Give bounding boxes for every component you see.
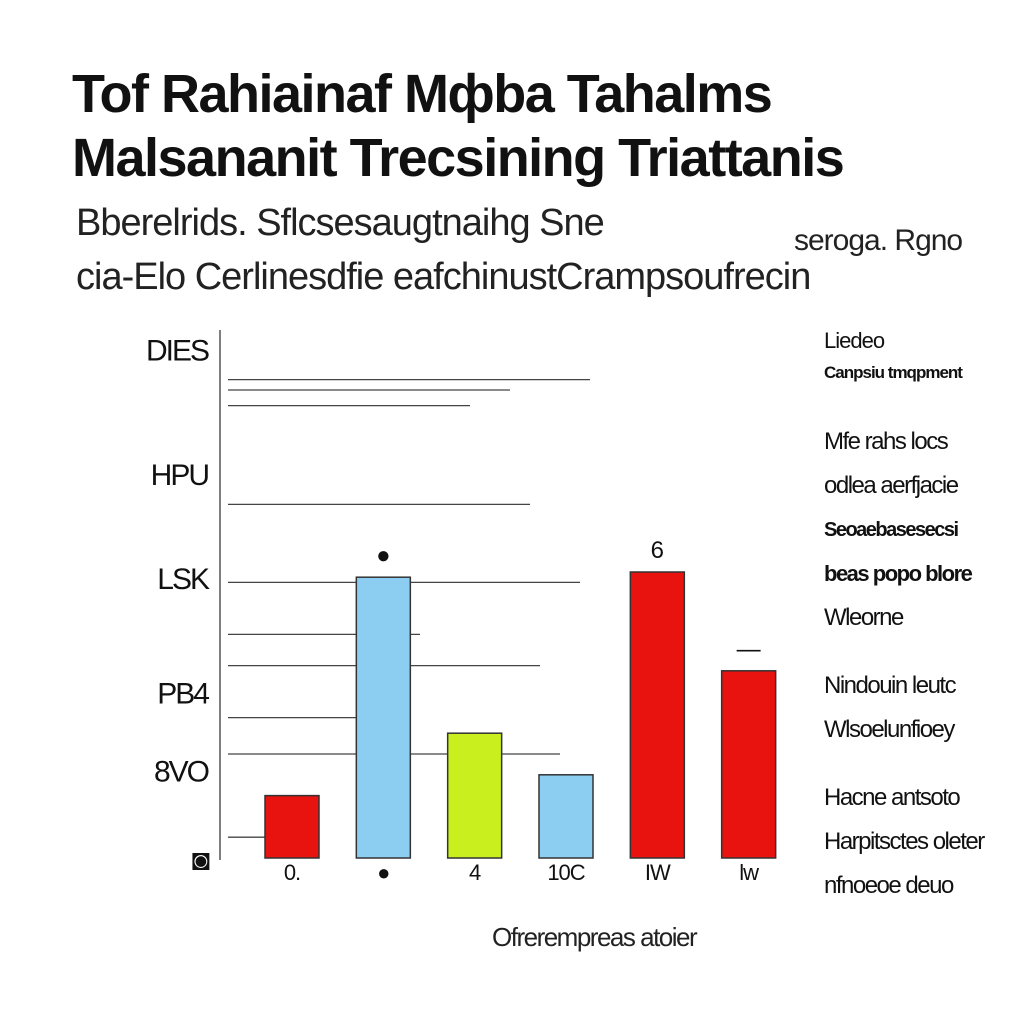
y-tick-label: 8VO bbox=[154, 756, 209, 789]
subtitle-note: seroga. Rgno bbox=[794, 224, 963, 257]
bar bbox=[538, 774, 594, 859]
x-tick-label: 0. bbox=[284, 860, 300, 885]
legend-item: Mfe rahs locs bbox=[824, 428, 949, 455]
x-axis-label: Ofrerempreas atoier bbox=[492, 922, 698, 952]
y-tick-label: ◙ bbox=[192, 844, 210, 877]
subtitle-line-1: Bberelrids. Sflcsesaugtnaihg Sne bbox=[76, 202, 605, 244]
y-tick-label: LSK bbox=[157, 563, 210, 596]
legend-item: Seoaebasesecsi bbox=[824, 519, 959, 541]
y-tick-label: PB4 bbox=[157, 678, 209, 711]
y-tick-labels: ◙ 8VO PB4 LSK HPU DIES bbox=[146, 334, 212, 877]
x-tick-label: 4 bbox=[469, 860, 481, 885]
legend-item: nfnoeoe deuo bbox=[824, 872, 954, 899]
title-line-1: Tof Rahiainaf Mфba Tahalms bbox=[72, 64, 773, 124]
legend-item: Harpitsctes oleter bbox=[824, 828, 985, 855]
legend-heading: Liedeo bbox=[824, 328, 885, 353]
legend-subheading: Canpsiu tmqpment bbox=[824, 363, 963, 382]
x-tick-labels: 0. ● 4 10C IW lw bbox=[284, 860, 760, 885]
bar bbox=[264, 794, 320, 859]
legend-item: beas popo blore bbox=[824, 561, 973, 586]
legend-item: Wleorne bbox=[824, 604, 904, 631]
data-label: ● bbox=[376, 542, 391, 569]
y-tick-label: DIES bbox=[146, 334, 209, 367]
data-label: — bbox=[737, 636, 761, 663]
data-labels: ● 6 — bbox=[376, 537, 761, 663]
x-tick-label: 10C bbox=[547, 860, 585, 885]
legend: Liedeo Canpsiu tmqpment Mfe rahs locs od… bbox=[824, 324, 1024, 908]
legend-item: odlea aerfjacie bbox=[824, 472, 959, 499]
legend-item: Wlsoelunfioey bbox=[824, 716, 955, 743]
x-tick-label: IW bbox=[645, 860, 671, 885]
bar bbox=[355, 576, 412, 859]
bars bbox=[264, 571, 777, 859]
chart-title: Tof Rahiainaf Mфba Tahalms Malsananit Tr… bbox=[72, 62, 1002, 190]
legend-item: Hacne antsoto bbox=[824, 784, 961, 811]
y-tick-label: HPU bbox=[151, 459, 209, 492]
chart-subtitle: Bberelrids. Sflcsesaugtnaihg Sne cia-Elo… bbox=[76, 196, 1016, 304]
legend-item: Nindouin leutc bbox=[824, 672, 957, 699]
bar bbox=[629, 571, 686, 859]
data-label: 6 bbox=[651, 537, 664, 564]
bar bbox=[446, 732, 503, 859]
x-tick-label: lw bbox=[739, 860, 759, 885]
title-line-2: Malsananit Trecsining Triattanis bbox=[72, 128, 845, 188]
bar bbox=[720, 670, 777, 859]
subtitle-line-2: cia-Elo Cerlinesdfie eafchinustCrampsouf… bbox=[76, 256, 811, 298]
x-tick-label: ● bbox=[377, 860, 389, 885]
